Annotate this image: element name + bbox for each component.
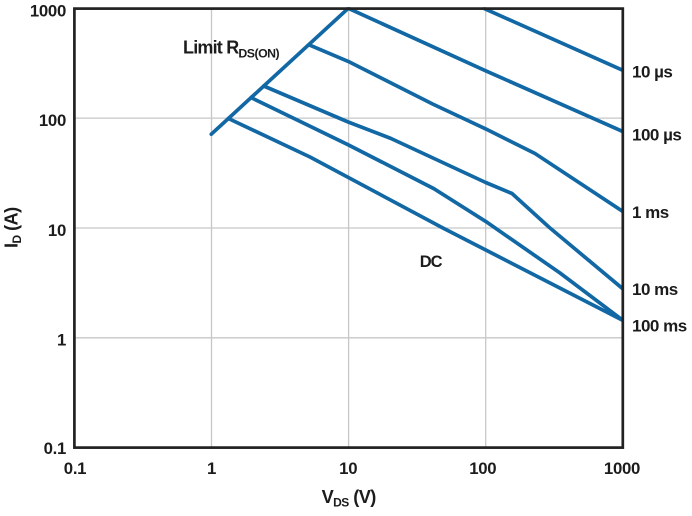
svg-text:1000: 1000 (30, 2, 66, 21)
svg-text:10 µs: 10 µs (632, 63, 672, 82)
svg-text:0.1: 0.1 (64, 459, 86, 478)
svg-text:1: 1 (57, 330, 66, 349)
svg-text:1 ms: 1 ms (632, 203, 669, 222)
svg-text:1: 1 (207, 459, 216, 478)
svg-text:100: 100 (469, 459, 496, 478)
svg-text:DC: DC (420, 253, 443, 271)
svg-text:10: 10 (48, 221, 66, 240)
svg-text:100: 100 (39, 111, 66, 130)
svg-text:0.1: 0.1 (44, 439, 66, 458)
svg-text:VDS (V): VDS (V) (322, 487, 377, 510)
svg-text:10 ms: 10 ms (632, 280, 678, 299)
svg-text:100 ms: 100 ms (632, 316, 687, 335)
svg-text:1000: 1000 (604, 459, 640, 478)
svg-text:100 µs: 100 µs (632, 126, 681, 145)
svg-text:10: 10 (339, 459, 357, 478)
